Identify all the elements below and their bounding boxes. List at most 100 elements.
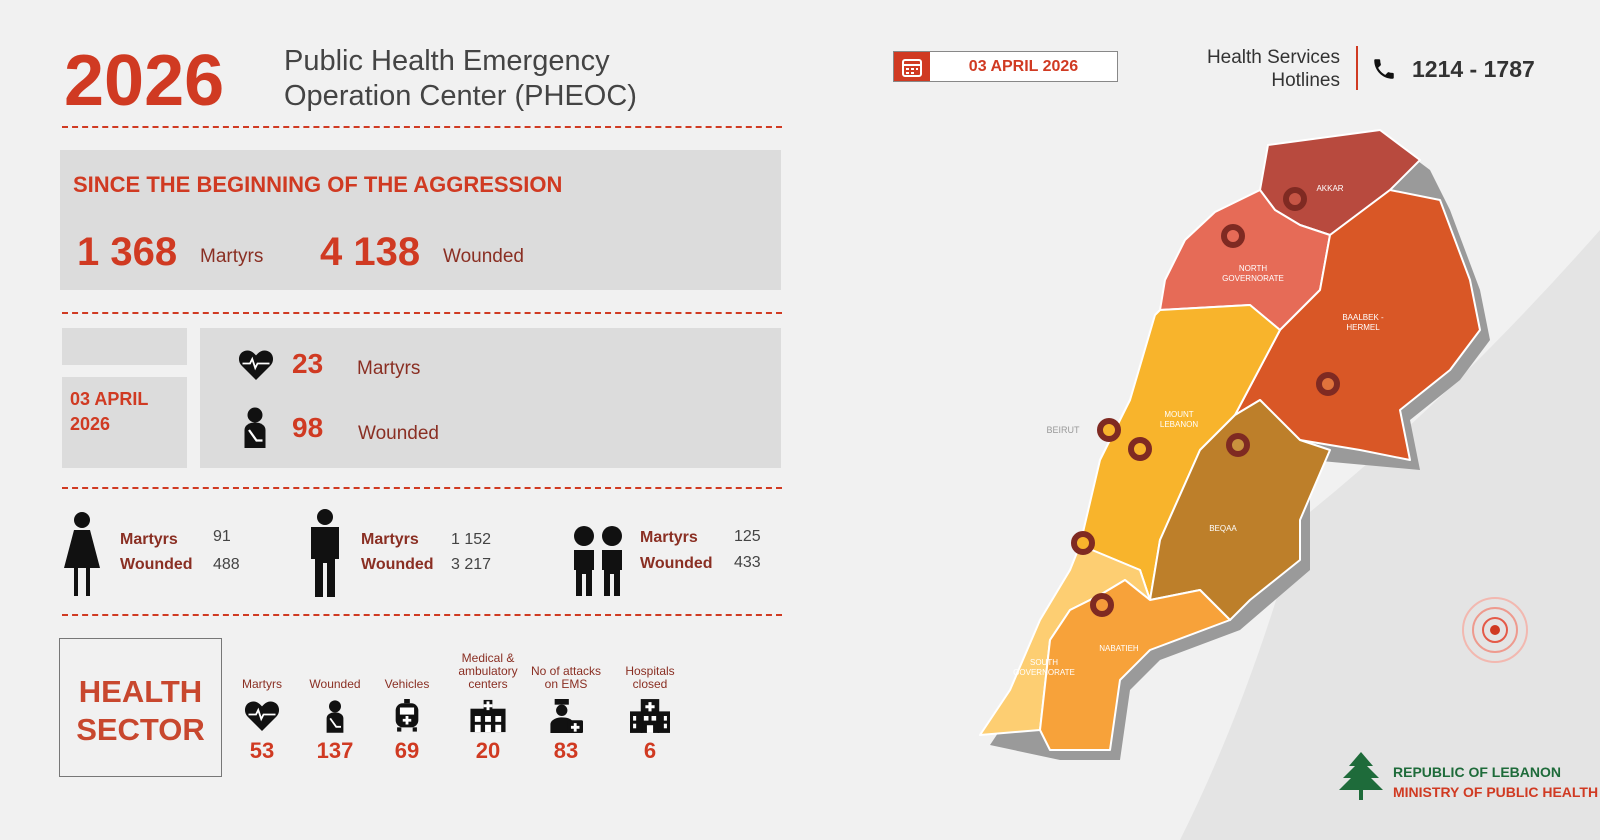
paramedic-icon (550, 699, 583, 733)
children-martyrs-value: 125 (734, 528, 761, 545)
hotline-label-1: Health Services (1206, 47, 1340, 68)
hospital-icon (630, 699, 670, 733)
ministry-line-2: MINISTRY OF PUBLIC HEALTH (1393, 784, 1599, 800)
label-beirut: BEIRUT (1046, 425, 1080, 435)
label-mount-1: MOUNT (1164, 410, 1193, 419)
divider (62, 487, 782, 489)
divider (62, 614, 782, 616)
men-martyrs-value: 1 152 (451, 531, 492, 548)
ministry-line-1: REPUBLIC OF LEBANON (1393, 764, 1561, 780)
children-wounded-value: 433 (734, 554, 761, 571)
date-box-top (62, 328, 187, 365)
cumulative-martyrs-label: Martyrs (200, 246, 264, 267)
health-stat-hospitals-closed: Hospitals closed 6 (610, 643, 690, 764)
ministry-name: REPUBLIC OF LEBANON MINISTRY OF PUBLIC H… (1393, 762, 1598, 802)
cumulative-heading: SINCE THE BEGINNING OF THE AGGRESSION (73, 172, 563, 197)
heart-pulse-icon (244, 701, 280, 731)
health-stat-martyrs: Martyrs 53 (222, 643, 302, 764)
health-stat-wounded: Wounded 137 (295, 643, 375, 764)
stat-label: Wounded (309, 677, 361, 691)
health-sector-title-2: SECTOR (76, 712, 205, 747)
title-line-2: Operation Center (PHEOC) (284, 80, 637, 112)
stat-label: Martyrs (242, 677, 282, 691)
header-date: 03 APRIL 2026 (968, 58, 1079, 75)
stat-value: 20 (475, 738, 501, 763)
health-sector-title-1: HEALTH (78, 674, 203, 709)
label-baalbek-2: HERMEL (1346, 323, 1380, 332)
stat-label: Vehicles (384, 677, 430, 691)
divider (62, 126, 782, 128)
label-south-2: GOVERNORATE (1013, 668, 1075, 677)
label-beqaa: BEQAA (1209, 524, 1237, 533)
label-south-1: SOUTH (1030, 658, 1058, 667)
women-martyrs-label: Martyrs (120, 531, 178, 548)
divider (1356, 46, 1358, 90)
stat-value: 83 (553, 738, 579, 763)
cumulative-wounded-label: Wounded (443, 246, 524, 267)
man-icon (305, 508, 345, 603)
health-stat-vehicles: Vehicles 69 (367, 643, 447, 764)
page-title: Public Health Emergency Operation Center… (284, 44, 637, 114)
health-sector-title-box: HEALTH SECTOR (59, 638, 222, 777)
pulse-marker-icon (1462, 597, 1528, 663)
label-nabatieh: NABATIEH (1099, 644, 1139, 653)
ambulance-icon (395, 699, 419, 732)
cedar-logo-icon (1339, 752, 1383, 800)
injured-person-icon (240, 406, 270, 453)
health-stat-ems-attacks: No of attacks on EMS 83 (526, 643, 606, 764)
stat-label: Medical & ambulatory centers (458, 651, 518, 691)
cumulative-wounded-value: 4 138 (320, 230, 421, 274)
date-badge: 03 APRIL 2026 (893, 51, 1118, 82)
injured-person-icon (326, 700, 344, 733)
stat-value: 137 (316, 738, 354, 763)
stat-value: 69 (394, 738, 420, 763)
health-stat-medical-centers: Medical & ambulatory centers 20 (448, 643, 528, 764)
women-wounded-value: 488 (213, 556, 240, 573)
label-north-1: NORTH (1239, 264, 1268, 273)
daily-martyrs-label: Martyrs (357, 358, 421, 379)
daily-date-line-2: 2026 (70, 414, 111, 434)
women-martyrs-value: 91 (213, 528, 231, 545)
label-mount-2: LEBANON (1160, 420, 1198, 429)
phone-icon (1371, 56, 1397, 87)
daily-date-line-1: 03 APRIL (70, 389, 149, 409)
daily-wounded-label: Wounded (358, 423, 439, 444)
daily-martyrs-value: 23 (292, 348, 324, 379)
stat-label: Hospitals closed (625, 664, 675, 691)
stat-value: 6 (643, 738, 657, 763)
label-akkar: AKKAR (1316, 184, 1343, 193)
woman-icon (62, 512, 102, 601)
women-wounded-label: Wounded (120, 556, 193, 573)
children-martyrs-label: Martyrs (640, 529, 698, 546)
label-north-2: GOVERNORATE (1222, 274, 1284, 283)
stat-value: 53 (249, 738, 275, 763)
heart-pulse-icon (238, 348, 274, 387)
label-baalbek-1: BAALBEK - (1342, 313, 1384, 322)
children-icon (570, 526, 626, 601)
ministry-logo (1333, 750, 1389, 805)
hotline-label: Health Services Hotlines (1150, 46, 1340, 92)
hotline-label-2: Hotlines (1271, 70, 1340, 91)
men-wounded-label: Wounded (361, 556, 434, 573)
cumulative-martyrs-value: 1 368 (77, 230, 178, 274)
region-nabatieh[interactable] (1039, 579, 1231, 751)
daily-panel: 23 Martyrs 98 Wounded (200, 328, 781, 468)
map-labels: AKKAR NORTH GOVERNORATE BAALBEK - HERMEL… (1013, 184, 1384, 677)
background-land (1180, 230, 1600, 840)
year: 2026 (64, 41, 225, 121)
region-beqaa[interactable] (1149, 399, 1331, 621)
children-wounded-label: Wounded (640, 555, 713, 572)
stat-label: No of attacks on EMS (530, 664, 602, 691)
incident-markers (1071, 187, 1340, 617)
title-line-1: Public Health Emergency (284, 45, 610, 77)
hotline-number[interactable]: 1214 - 1787 (1412, 56, 1535, 82)
clinic-icon (470, 699, 506, 733)
men-martyrs-label: Martyrs (361, 531, 419, 548)
divider (62, 312, 782, 314)
cumulative-panel: SINCE THE BEGINNING OF THE AGGRESSION 1 … (60, 150, 781, 290)
daily-date-box: 03 APRIL 2026 (62, 377, 187, 468)
daily-wounded-value: 98 (292, 412, 324, 443)
calendar-icon (894, 52, 930, 81)
men-wounded-value: 3 217 (451, 556, 492, 573)
